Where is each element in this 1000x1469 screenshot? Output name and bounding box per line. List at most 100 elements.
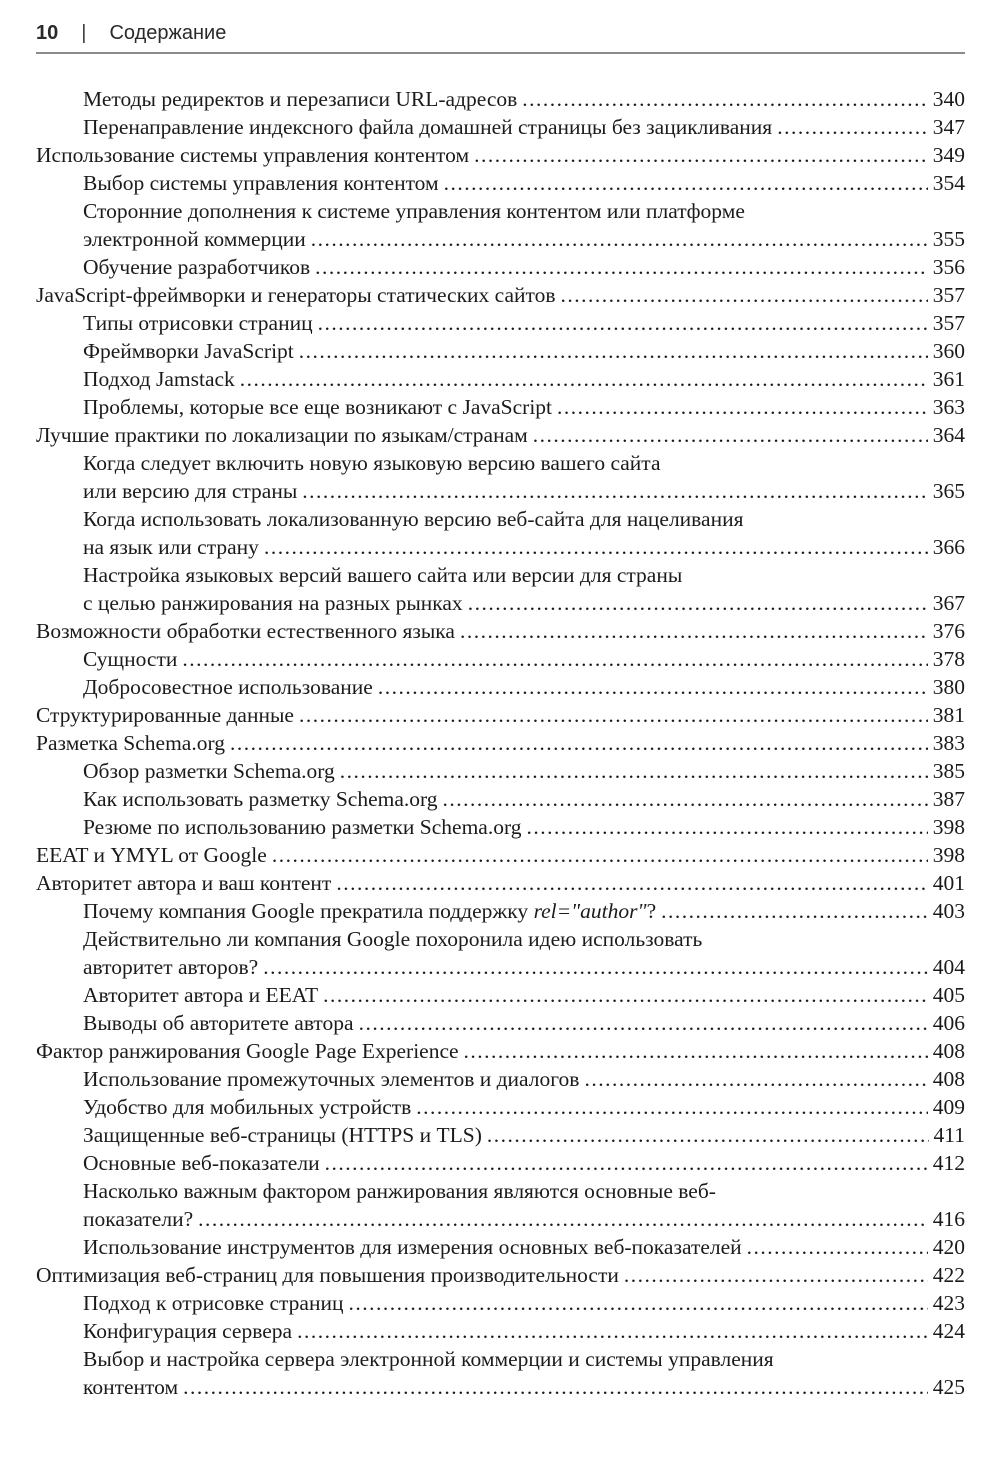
toc-page-number: 383 <box>932 731 965 755</box>
page-title: Содержание <box>109 22 227 44</box>
toc-entry-title: электронной коммерции <box>83 227 306 251</box>
toc-row: Типы отрисовки страниц 357 <box>36 309 965 337</box>
toc-page-number: 420 <box>932 1235 965 1259</box>
dotted-leader <box>299 337 928 365</box>
toc-page-number: 356 <box>932 255 965 279</box>
toc-entry-title: контентом <box>83 1375 179 1399</box>
dotted-leader <box>561 281 928 309</box>
toc-entry-title: Защищенные веб-страницы (HTTPS и TLS) <box>83 1123 482 1147</box>
toc-page-number: 367 <box>932 591 965 615</box>
toc-entry-title: Подход к отрисовке страниц <box>83 1291 344 1315</box>
toc-page-number: 403 <box>932 899 965 923</box>
toc-page-number: 385 <box>932 759 965 783</box>
toc-row: Как использовать разметку Schema.org 387 <box>36 785 965 813</box>
dotted-leader <box>325 1149 928 1177</box>
toc-page-number: 398 <box>932 843 965 867</box>
toc-page-number: 416 <box>932 1207 965 1231</box>
toc-entry-title: Использование системы управления контент… <box>36 143 470 167</box>
toc-row: Авторитет автора и EEAT 405 <box>36 981 965 1009</box>
header-separator: | <box>81 22 87 44</box>
dotted-leader <box>299 701 928 729</box>
dotted-leader <box>198 1205 928 1233</box>
toc-entry-title: Структурированные данные <box>36 703 294 727</box>
toc-entry-title: Когда использовать локализованную версию… <box>83 507 744 531</box>
toc-entry-title: Оптимизация веб-страниц для повышения пр… <box>36 1263 619 1287</box>
toc-row: на язык или страну 366 <box>36 533 965 561</box>
toc-entry-title: показатели? <box>83 1207 194 1231</box>
toc-row: Авторитет автора и ваш контент 401 <box>36 869 965 897</box>
toc-row: Использование системы управления контент… <box>36 141 965 169</box>
toc-row: Оптимизация веб-страниц для повышения пр… <box>36 1261 965 1289</box>
toc-row: или версию для страны 365 <box>36 477 965 505</box>
dotted-leader <box>777 113 928 141</box>
toc-row: Использование промежуточных элементов и … <box>36 1065 965 1093</box>
toc-entry-title: Перенаправление индексного файла домашне… <box>83 115 773 139</box>
toc-row: Обзор разметки Schema.org 385 <box>36 757 965 785</box>
toc-entry-title: Подход Jamstack <box>83 367 235 391</box>
toc-row: Когда использовать локализованную версию… <box>36 505 965 533</box>
toc-row: Защищенные веб-страницы (HTTPS и TLS) 411 <box>36 1121 965 1149</box>
toc-page-number: 355 <box>932 227 965 251</box>
toc-entry-title: Авторитет автора и EEAT <box>83 983 319 1007</box>
toc-row: Разметка Schema.org 383 <box>36 729 965 757</box>
toc-page-number: 376 <box>932 619 965 643</box>
toc-page-number: 425 <box>932 1375 965 1399</box>
toc-page-number: 404 <box>932 955 965 979</box>
toc-row: Методы редиректов и перезаписи URL-адрес… <box>36 85 965 113</box>
toc-entry-title: Типы отрисовки страниц <box>83 311 313 335</box>
toc-page-number: 412 <box>932 1151 965 1175</box>
dotted-leader <box>272 841 928 869</box>
dotted-leader <box>416 1093 927 1121</box>
toc-entry-title: Фреймворки JavaScript <box>83 339 294 363</box>
toc-row: Обучение разработчиков 356 <box>36 253 965 281</box>
toc-entry-title: Использование промежуточных элементов и … <box>83 1067 580 1091</box>
toc-entry-title: Добросовестное использование <box>83 675 373 699</box>
toc-page-number: 401 <box>932 871 965 895</box>
header-rule <box>36 52 965 54</box>
toc-page-number: 423 <box>932 1291 965 1315</box>
toc-row: Использование инструментов для измерения… <box>36 1233 965 1261</box>
toc-entry-title: Насколько важным фактором ранжирования я… <box>83 1179 716 1203</box>
toc-entry-title: Резюме по использованию разметки Schema.… <box>83 815 522 839</box>
toc-row: Фреймворки JavaScript 360 <box>36 337 965 365</box>
toc-page-number: 422 <box>932 1263 965 1287</box>
toc-row: Действительно ли компания Google похорон… <box>36 925 965 953</box>
toc-entry-title: Фактор ранжирования Google Page Experien… <box>36 1039 459 1063</box>
toc-page-number: 349 <box>932 143 965 167</box>
toc-entry-title: авторитет авторов? <box>83 955 259 979</box>
dotted-leader <box>230 729 928 757</box>
dotted-leader <box>460 617 928 645</box>
dotted-leader <box>527 813 928 841</box>
toc-entry-title: JavaScript-фреймворки и генераторы стати… <box>36 283 556 307</box>
toc-page-number: 408 <box>932 1067 965 1091</box>
toc-entry-title: Выводы об авторитете автора <box>83 1011 354 1035</box>
toc-page-number: 406 <box>932 1011 965 1035</box>
dotted-leader <box>183 1373 928 1401</box>
toc-entry-title: Выбор и настройка сервера электронной ко… <box>83 1347 774 1371</box>
toc-page-number: 347 <box>932 115 965 139</box>
dotted-leader <box>323 981 928 1009</box>
toc-page-number: 424 <box>932 1319 965 1343</box>
toc-entry-title: Использование инструментов для измерения… <box>83 1235 742 1259</box>
toc-entry-title: Удобство для мобильных устройств <box>83 1095 412 1119</box>
toc-row: Лучшие практики по локализации по языкам… <box>36 421 965 449</box>
toc-page-number: 378 <box>932 647 965 671</box>
toc-row: авторитет авторов? 404 <box>36 953 965 981</box>
toc-page-number: 357 <box>932 311 965 335</box>
toc-entry-title: Как использовать разметку Schema.org <box>83 787 438 811</box>
running-head: 10 | Содержание <box>36 22 965 45</box>
dotted-leader <box>443 785 928 813</box>
dotted-leader <box>311 225 928 253</box>
toc-page-number: 387 <box>932 787 965 811</box>
toc-page-number: 340 <box>932 87 965 111</box>
toc-page-number: 411 <box>933 1123 965 1147</box>
dotted-leader <box>348 1289 927 1317</box>
toc-entry-title: Основные веб-показатели <box>83 1151 320 1175</box>
toc-entry-title: Обзор разметки Schema.org <box>83 759 335 783</box>
dotted-leader <box>340 757 928 785</box>
toc-page-number: 357 <box>932 283 965 307</box>
toc-entry-title: Конфигурация сервера <box>83 1319 293 1343</box>
dotted-leader <box>533 421 928 449</box>
dotted-leader <box>557 393 928 421</box>
toc-row: Насколько важным фактором ранжирования я… <box>36 1177 965 1205</box>
